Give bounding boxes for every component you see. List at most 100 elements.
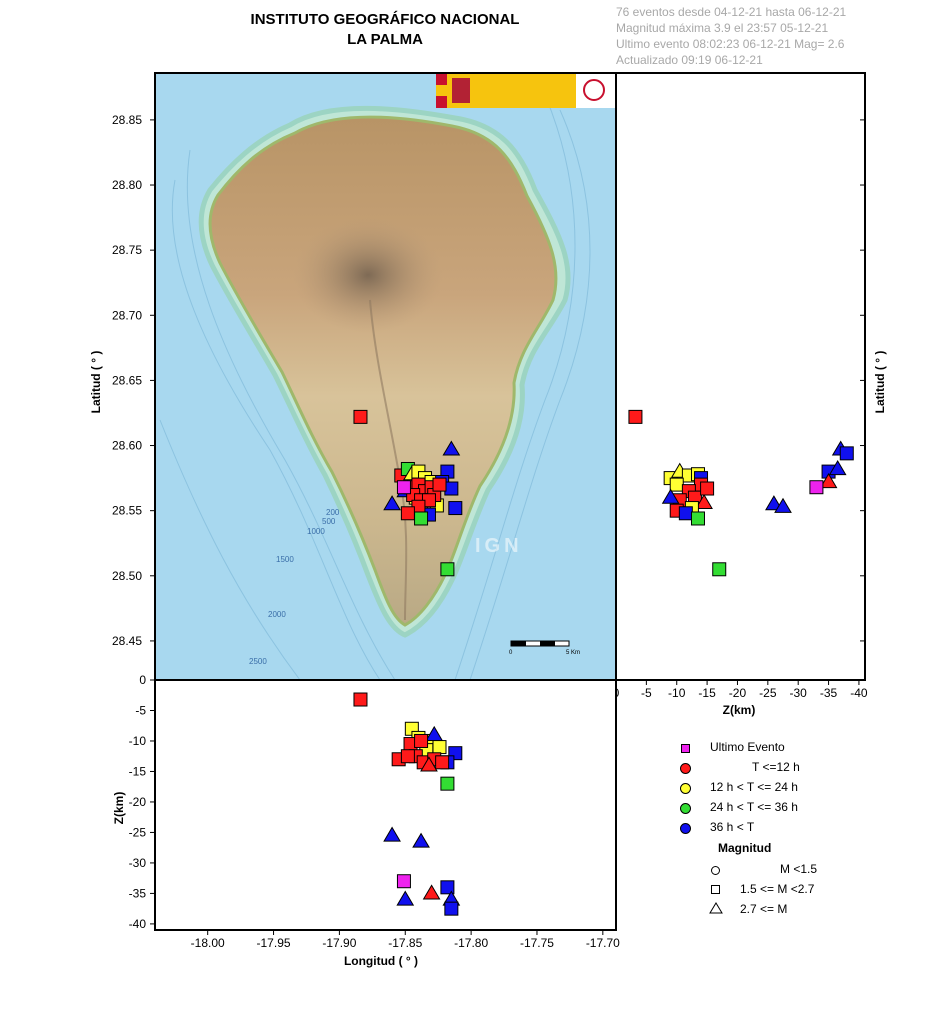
depth-lat-event-marker (661, 488, 680, 504)
bathymetry-contour (454, 94, 576, 680)
legend-symbol-t24 (680, 783, 691, 794)
lon-depth-event-marker (396, 890, 415, 906)
depth-x-tick-label: -5 (641, 686, 652, 700)
caldera-shade (293, 217, 443, 333)
legend-label-t12: T <=12 h (752, 760, 800, 774)
bathymetry-label: 1500 (276, 555, 294, 564)
depth-lat-event-marker (690, 511, 705, 526)
depth-latitude-x-axis-label: Z(km) (723, 703, 756, 717)
map-y-tick-label: 28.45 (112, 634, 142, 648)
lon-x-tick-label: -17.85 (388, 936, 422, 950)
map-event-marker (400, 506, 415, 521)
lon-depth-y-tick-label: 0 (139, 673, 146, 687)
legend-label-last-event: Ultimo Evento (710, 740, 785, 754)
longitude-depth-ticks: -18.00 -17.95 -17.90 -17.85 -17.80 -17.75 -17.… (129, 673, 621, 950)
depth-latitude-y-axis-label: Latitud ( ° ) (873, 351, 887, 414)
lon-depth-y-tick-label: -15 (129, 764, 147, 778)
map-event-marker (414, 511, 429, 526)
bathymetry-label: 2000 (268, 610, 286, 619)
map-event-marker (432, 477, 447, 492)
info-max-magnitude: Magnitud máxima 3.9 el 23:57 05-12-21 (616, 21, 829, 35)
legend-label-t24: 12 h < T <= 24 h (710, 780, 798, 794)
lon-depth-y-tick-label: -10 (129, 734, 147, 748)
island-terrain (208, 115, 558, 627)
depth-x-tick-label: -25 (759, 686, 777, 700)
legend-symbol-triangle (709, 902, 723, 914)
ign-logo (436, 73, 616, 108)
bathymetry-contour (171, 179, 381, 680)
scale-bar: 0 5 Km (509, 640, 580, 656)
lon-depth-event-marker (440, 880, 455, 895)
map-y-tick-label: 28.50 (112, 569, 142, 583)
longitude-depth-markers (353, 692, 463, 916)
lon-depth-last-event-marker (396, 874, 411, 889)
depth-lat-event-marker (695, 493, 713, 509)
depth-x-tick-label: -40 (850, 686, 868, 700)
lon-depth-y-tick-label: -20 (129, 795, 147, 809)
lon-depth-y-tick-label: -25 (129, 825, 147, 839)
info-event-count: 76 eventos desde 04-12-21 hasta 06-12-21 (616, 5, 847, 19)
lon-depth-y-tick-label: -40 (129, 917, 147, 931)
bathymetry-label: 200 (326, 508, 340, 517)
map-event-marker (442, 440, 461, 456)
map-event-marker (440, 562, 455, 577)
lon-depth-event-marker (425, 725, 444, 741)
legend-label-tmore: 36 h < T (710, 820, 755, 834)
chart-title-line1: INSTITUTO GEOGRÁFICO NACIONAL (250, 11, 520, 28)
longitude-depth-y-axis-label: Z(km) (112, 792, 126, 825)
bathymetry-contour (469, 109, 591, 680)
depth-lat-event-marker (828, 459, 847, 476)
map-y-tick-label: 28.70 (112, 308, 142, 322)
longitude-depth-x-axis-label: Longitud ( ° ) (344, 954, 418, 968)
lon-x-tick-label: -17.80 (454, 936, 488, 950)
map-event-marker (353, 409, 368, 424)
lon-x-tick-label: -18.00 (191, 936, 225, 950)
lon-depth-event-marker (353, 692, 368, 707)
map-y-tick-label: 28.60 (112, 439, 142, 453)
map-event-marker (448, 501, 463, 516)
bathymetry-label: 2500 (249, 657, 267, 666)
lon-depth-event-marker (400, 749, 415, 764)
map-y-tick-label: 28.55 (112, 504, 142, 518)
legend-label-m-small: M <1.5 (780, 862, 818, 876)
lon-depth-event-marker (440, 776, 455, 791)
info-last-event: Ultimo evento 08:02:23 06-12-21 Mag= 2.6 (616, 37, 845, 51)
map-y-axis-label: Latitud ( ° ) (89, 351, 103, 414)
map-y-tick-label: 28.85 (112, 113, 142, 127)
map-y-ticks: 28.45 28.50 28.55 28.60 28.65 28.70 28.75 28.80… (112, 113, 621, 648)
map-panel: 200 500 1000 1500 2000 2500 IGN 0 5 Km (112, 72, 621, 681)
bathymetry-contour (159, 419, 301, 680)
legend-label-m-mid: 1.5 <= M <2.7 (740, 882, 815, 896)
bathymetry-label: 1000 (307, 527, 325, 536)
depth-x-tick-label: -35 (820, 686, 838, 700)
depth-latitude-panel: 0-5-10-15-20-25-30-35-40 (613, 72, 868, 700)
depth-x-tick-label: -30 (790, 686, 808, 700)
map-last-event-marker (396, 480, 411, 495)
depth-lat-event-marker (712, 562, 727, 577)
lon-depth-event-marker (444, 901, 459, 916)
lon-depth-event-marker (383, 826, 401, 842)
depth-latitude-markers (628, 409, 854, 577)
legend-symbol-circle (711, 866, 720, 875)
chart-title-line2: LA PALMA (347, 31, 423, 48)
depth-lat-last-event-marker (809, 480, 824, 495)
depth-x-tick-label: -15 (698, 686, 716, 700)
lon-depth-event-marker (422, 884, 441, 900)
depth-lat-event-marker (678, 506, 693, 521)
lon-x-tick-label: -17.90 (322, 936, 356, 950)
legend-label-m-large: 2.7 <= M (740, 902, 788, 916)
scale-bar-end: 5 Km (566, 650, 580, 656)
lon-depth-event-marker (414, 733, 429, 748)
legend-symbol-last-event (681, 744, 690, 753)
map-event-markers (353, 409, 463, 577)
legend-label-t36: 24 h < T <= 36 h (710, 800, 798, 814)
lon-x-tick-label: -17.70 (586, 936, 620, 950)
depth-lat-event-marker (819, 473, 838, 489)
depth-x-tick-label: -10 (668, 686, 686, 700)
map-y-tick-label: 28.75 (112, 243, 142, 257)
depth-lat-event-marker (669, 477, 684, 492)
depth-lat-event-marker (700, 481, 715, 496)
lon-depth-y-tick-label: -30 (129, 856, 147, 870)
legend-magnitude-title: Magnitud (718, 841, 772, 855)
